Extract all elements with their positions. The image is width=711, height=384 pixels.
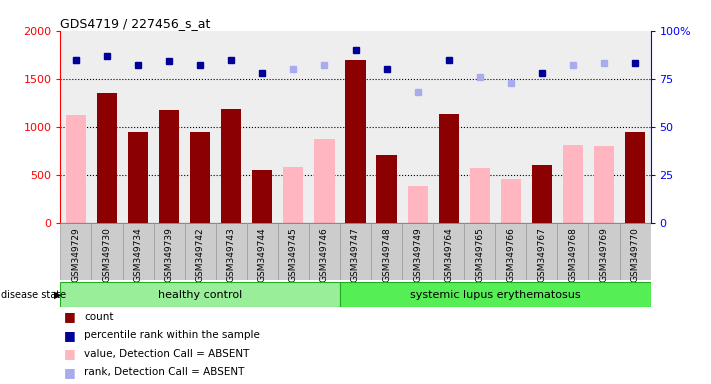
Bar: [532, 165, 552, 223]
Bar: [346, 60, 365, 223]
Bar: [470, 168, 490, 223]
Bar: [159, 111, 179, 223]
Bar: [247, 223, 278, 280]
Bar: [376, 155, 397, 223]
Text: GSM349734: GSM349734: [134, 227, 143, 282]
Bar: [97, 93, 117, 223]
Text: GSM349748: GSM349748: [382, 227, 391, 282]
Bar: [407, 186, 428, 223]
Bar: [278, 223, 309, 280]
Text: GSM349767: GSM349767: [538, 227, 546, 282]
Bar: [252, 170, 272, 223]
Bar: [563, 145, 583, 223]
Text: GSM349765: GSM349765: [475, 227, 484, 282]
Text: GSM349745: GSM349745: [289, 227, 298, 282]
Bar: [283, 167, 304, 223]
Text: ■: ■: [64, 366, 76, 379]
Text: GSM349769: GSM349769: [599, 227, 609, 282]
Text: GSM349746: GSM349746: [320, 227, 329, 282]
Text: ■: ■: [64, 347, 76, 360]
Text: GSM349749: GSM349749: [413, 227, 422, 282]
Bar: [122, 223, 154, 280]
Text: GSM349768: GSM349768: [568, 227, 577, 282]
Bar: [314, 139, 335, 223]
Bar: [439, 114, 459, 223]
Bar: [185, 223, 215, 280]
Text: GSM349743: GSM349743: [227, 227, 236, 282]
Bar: [619, 223, 651, 280]
Bar: [66, 115, 86, 223]
Bar: [433, 223, 464, 280]
Bar: [625, 132, 645, 223]
Bar: [589, 223, 619, 280]
Text: GSM349739: GSM349739: [165, 227, 173, 282]
Bar: [60, 223, 92, 280]
Bar: [526, 223, 557, 280]
Text: rank, Detection Call = ABSENT: rank, Detection Call = ABSENT: [84, 367, 245, 377]
Bar: [402, 223, 433, 280]
Text: GDS4719 / 227456_s_at: GDS4719 / 227456_s_at: [60, 17, 210, 30]
Bar: [92, 223, 122, 280]
Text: systemic lupus erythematosus: systemic lupus erythematosus: [410, 290, 581, 300]
Text: GSM349770: GSM349770: [631, 227, 639, 282]
Bar: [464, 223, 496, 280]
Bar: [190, 132, 210, 223]
Bar: [340, 282, 651, 307]
Bar: [215, 223, 247, 280]
Text: GSM349744: GSM349744: [258, 227, 267, 282]
Text: ■: ■: [64, 329, 76, 342]
Text: GSM349764: GSM349764: [444, 227, 453, 282]
Text: GSM349730: GSM349730: [102, 227, 112, 282]
Bar: [496, 223, 526, 280]
Text: ▶: ▶: [54, 290, 62, 300]
Text: GSM349747: GSM349747: [351, 227, 360, 282]
Text: disease state: disease state: [1, 290, 66, 300]
Bar: [221, 109, 241, 223]
Text: healthy control: healthy control: [158, 290, 242, 300]
Text: ■: ■: [64, 310, 76, 323]
Bar: [340, 223, 371, 280]
Text: value, Detection Call = ABSENT: value, Detection Call = ABSENT: [84, 349, 250, 359]
Bar: [60, 282, 340, 307]
Bar: [501, 179, 521, 223]
Bar: [309, 223, 340, 280]
Text: GSM349766: GSM349766: [506, 227, 515, 282]
Bar: [371, 223, 402, 280]
Bar: [154, 223, 185, 280]
Text: percentile rank within the sample: percentile rank within the sample: [84, 330, 260, 340]
Bar: [128, 132, 148, 223]
Text: count: count: [84, 312, 113, 322]
Bar: [557, 223, 589, 280]
Text: GSM349729: GSM349729: [72, 227, 80, 282]
Text: GSM349742: GSM349742: [196, 227, 205, 282]
Bar: [594, 146, 614, 223]
